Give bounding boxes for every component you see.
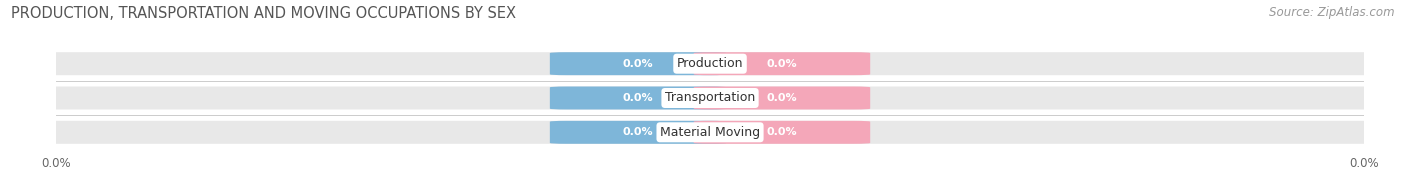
Text: 0.0%: 0.0% bbox=[623, 59, 654, 69]
FancyBboxPatch shape bbox=[39, 52, 1381, 75]
Text: 0.0%: 0.0% bbox=[766, 127, 797, 137]
Text: Source: ZipAtlas.com: Source: ZipAtlas.com bbox=[1270, 6, 1395, 19]
Text: Material Moving: Material Moving bbox=[659, 126, 761, 139]
FancyBboxPatch shape bbox=[550, 121, 727, 144]
Text: 0.0%: 0.0% bbox=[623, 127, 654, 137]
Text: 0.0%: 0.0% bbox=[766, 93, 797, 103]
FancyBboxPatch shape bbox=[693, 86, 870, 110]
FancyBboxPatch shape bbox=[39, 121, 1381, 144]
Text: 0.0%: 0.0% bbox=[623, 93, 654, 103]
FancyBboxPatch shape bbox=[39, 86, 1381, 110]
FancyBboxPatch shape bbox=[550, 52, 727, 75]
Text: Production: Production bbox=[676, 57, 744, 70]
Text: Transportation: Transportation bbox=[665, 92, 755, 104]
Text: 0.0%: 0.0% bbox=[766, 59, 797, 69]
FancyBboxPatch shape bbox=[550, 86, 727, 110]
Text: PRODUCTION, TRANSPORTATION AND MOVING OCCUPATIONS BY SEX: PRODUCTION, TRANSPORTATION AND MOVING OC… bbox=[11, 6, 516, 21]
FancyBboxPatch shape bbox=[693, 52, 870, 75]
FancyBboxPatch shape bbox=[693, 121, 870, 144]
